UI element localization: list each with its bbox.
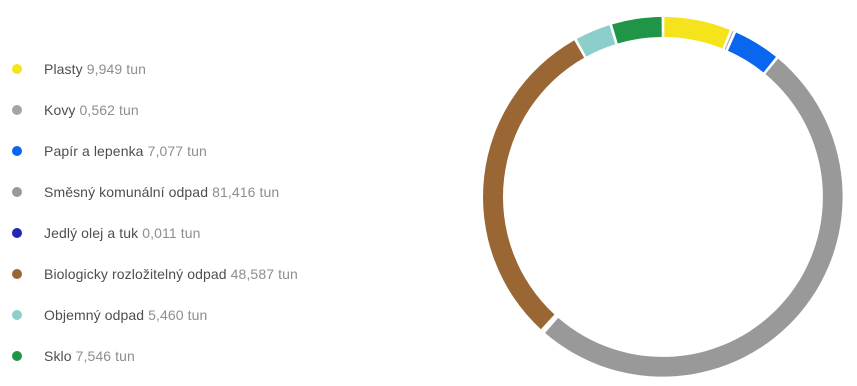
donut-segment-papir-a-lepenka[interactable] xyxy=(727,32,776,73)
donut-segment-plasty[interactable] xyxy=(664,17,730,49)
legend-marker xyxy=(12,64,22,74)
legend-label: Biologicky rozložitelný odpad xyxy=(44,266,227,282)
donut-segment-smesny-komunalni-odpad[interactable] xyxy=(545,58,843,377)
legend-marker xyxy=(12,146,22,156)
legend-value: 81,416 tun xyxy=(212,184,280,200)
legend-marker xyxy=(12,228,22,238)
donut-segment-objemny-odpad[interactable] xyxy=(576,25,616,57)
legend-item-biologicky-rozlozitelny-odpad[interactable]: Biologicky rozložitelný odpad 48,587 tun xyxy=(12,263,432,304)
legend-marker xyxy=(12,310,22,320)
donut-segment-biologicky-rozlozitelny-odpad[interactable] xyxy=(483,40,585,330)
legend-label: Kovy xyxy=(44,102,76,118)
legend-label: Směsný komunální odpad xyxy=(44,184,209,200)
legend-value: 7,546 tun xyxy=(75,348,135,364)
legend-label: Plasty xyxy=(44,61,83,77)
legend-marker xyxy=(12,187,22,197)
legend-label: Papír a lepenka xyxy=(44,143,144,159)
legend-marker xyxy=(12,351,22,361)
legend-value: 5,460 tun xyxy=(148,307,208,323)
chart-legend: Plasty 9,949 tun Kovy 0,562 tun Papír a le… xyxy=(12,58,432,386)
legend-value: 0,562 tun xyxy=(79,102,139,118)
legend-label: Objemný odpad xyxy=(44,307,145,323)
legend-item-jedly-olej-a-tuk[interactable]: Jedlý olej a tuk 0,011 tun xyxy=(12,222,432,263)
legend-marker xyxy=(12,105,22,115)
donut-segment-sklo[interactable] xyxy=(612,17,662,44)
legend-label: Jedlý olej a tuk xyxy=(44,225,139,241)
legend-item-objemny-odpad[interactable]: Objemný odpad 5,460 tun xyxy=(12,304,432,345)
donut-segment-kovy[interactable] xyxy=(724,30,734,50)
donut-segments xyxy=(483,17,843,377)
legend-value: 7,077 tun xyxy=(147,143,207,159)
legend-item-papir-a-lepenka[interactable]: Papír a lepenka 7,077 tun xyxy=(12,140,432,181)
legend-label: Sklo xyxy=(44,348,72,364)
legend-value: 48,587 tun xyxy=(230,266,298,282)
legend-item-plasty[interactable]: Plasty 9,949 tun xyxy=(12,58,432,99)
legend-item-sklo[interactable]: Sklo 7,546 tun xyxy=(12,345,432,386)
legend-item-smesny-komunalni-odpad[interactable]: Směsný komunální odpad 81,416 tun xyxy=(12,181,432,222)
donut-chart xyxy=(483,17,843,377)
legend-value: 0,011 tun xyxy=(142,225,201,241)
legend-item-kovy[interactable]: Kovy 0,562 tun xyxy=(12,99,432,140)
legend-marker xyxy=(12,269,22,279)
legend-value: 9,949 tun xyxy=(86,61,147,77)
